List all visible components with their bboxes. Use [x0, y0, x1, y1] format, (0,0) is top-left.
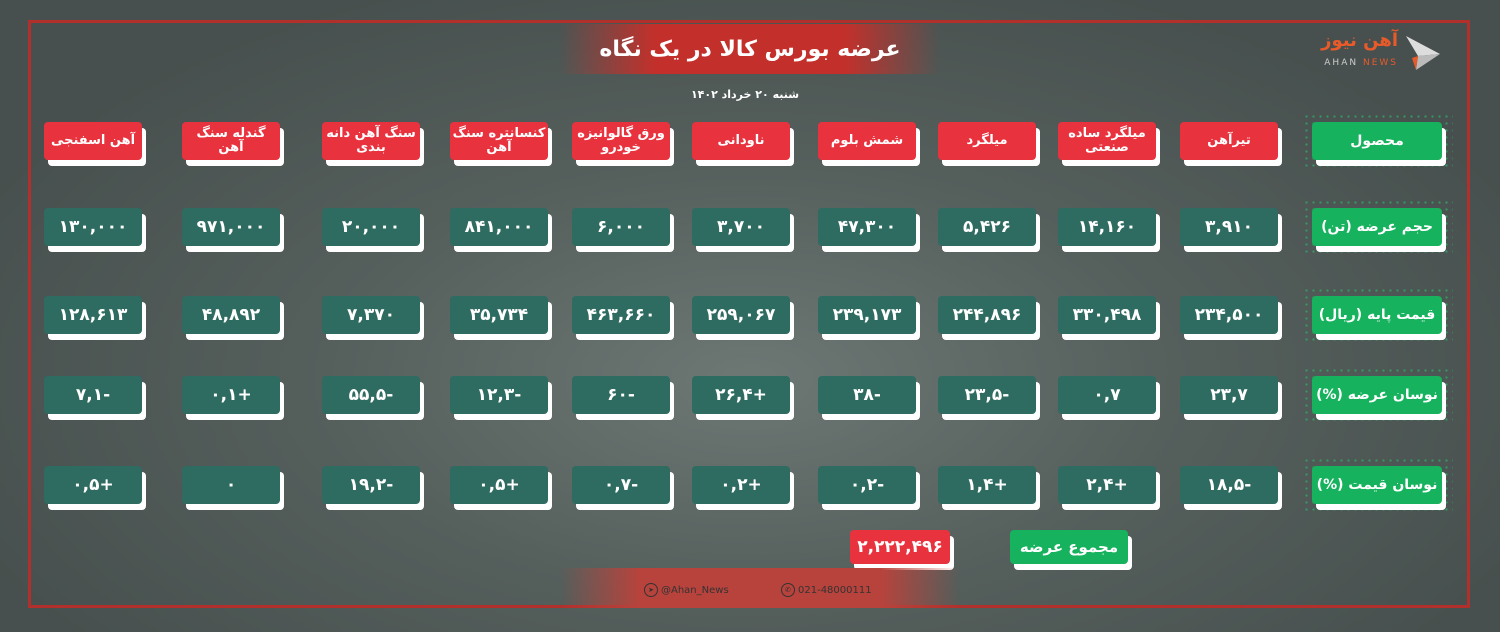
volume-cell: ۳,۹۱۰: [1180, 208, 1278, 246]
price-change-cell: +۲,۴: [1058, 466, 1156, 504]
product-header: آهن اسفنجی: [44, 122, 142, 160]
logo: آهن نیوز AHAN NEWS: [1310, 30, 1450, 74]
volume-cell: ۹۷۱,۰۰۰: [182, 208, 280, 246]
volume-cell: ۱۳۰,۰۰۰: [44, 208, 142, 246]
volume-cell: ۶,۰۰۰: [572, 208, 670, 246]
price-change-cell: +۰,۲: [692, 466, 790, 504]
volume-cell: ۸۴۱,۰۰۰: [450, 208, 548, 246]
telegram-contact: ➤ @Ahan_News: [644, 583, 729, 597]
product-header: ناودانی: [692, 122, 790, 160]
product-header: ورق گالوانیزه خودرو: [572, 122, 670, 160]
volume-cell: ۴۷,۳۰۰: [818, 208, 916, 246]
price-change-cell: +۰,۵: [450, 466, 548, 504]
price-change-cell: +۱,۴: [938, 466, 1036, 504]
row-label-product: محصول: [1312, 122, 1442, 160]
volume-cell: ۱۴,۱۶۰: [1058, 208, 1156, 246]
supply-change-cell: -۷,۱: [44, 376, 142, 414]
supply-change-cell: -۵۵,۵: [322, 376, 420, 414]
volume-cell: ۵,۴۲۶: [938, 208, 1036, 246]
supply-change-cell: +۰,۱: [182, 376, 280, 414]
base-price-cell: ۴۶۳,۶۶۰: [572, 296, 670, 334]
row-label-volume: حجم عرضه (تن): [1312, 208, 1442, 246]
base-price-cell: ۲۳۴,۵۰۰: [1180, 296, 1278, 334]
product-header: گندله سنگ آهن: [182, 122, 280, 160]
total-supply-value: ۲,۲۲۲,۴۹۶: [850, 530, 950, 564]
date-label: شنبه ۲۰ خرداد ۱۴۰۲: [690, 88, 800, 101]
price-change-cell: -۰,۷: [572, 466, 670, 504]
footer-bar: [560, 568, 960, 608]
total-supply-label: مجموع عرضه: [1010, 530, 1128, 564]
supply-change-cell: +۲۶,۴: [692, 376, 790, 414]
phone-contact: ✆ 021-48000111: [781, 583, 872, 597]
base-price-cell: ۳۳۰,۴۹۸: [1058, 296, 1156, 334]
supply-change-cell: ۲۳,۷: [1180, 376, 1278, 414]
price-change-cell: +۰,۵: [44, 466, 142, 504]
product-header: سنگ آهن دانه بندی: [322, 122, 420, 160]
row-label-price-change: نوسان قیمت (%): [1312, 466, 1442, 504]
row-label-supply-change: نوسان عرضه (%): [1312, 376, 1442, 414]
base-price-cell: ۱۲۸,۶۱۳: [44, 296, 142, 334]
product-header: کنسانتره سنگ آهن: [450, 122, 548, 160]
base-price-cell: ۷,۳۷۰: [322, 296, 420, 334]
price-change-cell: -۱۹,۲: [322, 466, 420, 504]
base-price-cell: ۳۵,۷۳۴: [450, 296, 548, 334]
telegram-icon: ➤: [644, 583, 658, 597]
base-price-cell: ۲۴۴,۸۹۶: [938, 296, 1036, 334]
logo-text-fa: آهن نیوز: [1321, 30, 1398, 51]
volume-cell: ۳,۷۰۰: [692, 208, 790, 246]
logo-text-en: AHAN NEWS: [1324, 58, 1398, 68]
product-header: تیرآهن: [1180, 122, 1278, 160]
supply-change-cell: -۱۲,۳: [450, 376, 548, 414]
product-header: شمش بلوم: [818, 122, 916, 160]
supply-change-cell: ۰,۷: [1058, 376, 1156, 414]
row-label-base-price: قیمت پایه (ریال): [1312, 296, 1442, 334]
base-price-cell: ۲۳۹,۱۷۳: [818, 296, 916, 334]
product-header: میلگرد: [938, 122, 1036, 160]
phone-icon: ✆: [781, 583, 795, 597]
price-change-cell: -۰,۲: [818, 466, 916, 504]
paper-plane-icon: [1406, 36, 1440, 70]
page-title: عرضه بورس کالا در یک نگاه: [560, 24, 940, 74]
base-price-cell: ۲۵۹,۰۶۷: [692, 296, 790, 334]
volume-cell: ۲۰,۰۰۰: [322, 208, 420, 246]
price-change-cell: -۱۸,۵: [1180, 466, 1278, 504]
price-change-cell: ۰: [182, 466, 280, 504]
product-header: میلگرد ساده صنعتی: [1058, 122, 1156, 160]
supply-change-cell: -۳۸: [818, 376, 916, 414]
supply-change-cell: -۲۳,۵: [938, 376, 1036, 414]
supply-change-cell: -۶۰: [572, 376, 670, 414]
base-price-cell: ۴۸,۸۹۲: [182, 296, 280, 334]
